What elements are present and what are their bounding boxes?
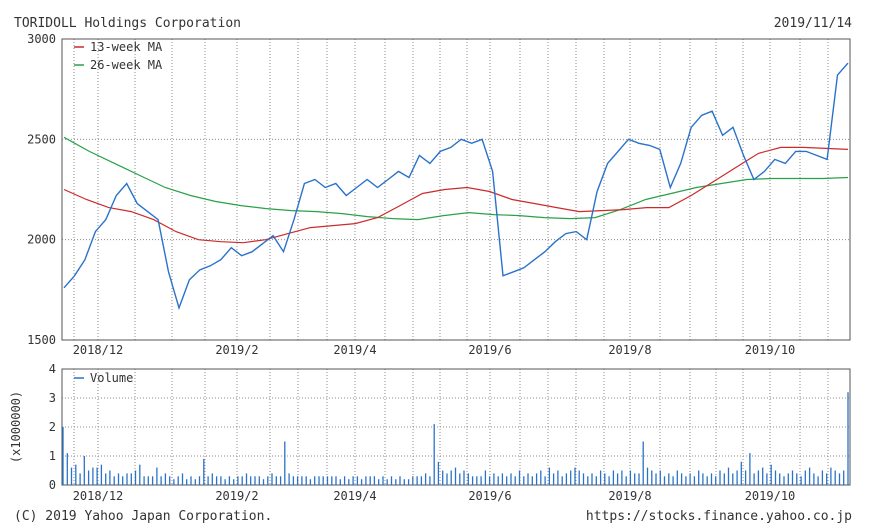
volume-ytick-label: 3 — [49, 391, 56, 405]
volume-xtick-label: 2019/6 — [468, 489, 511, 503]
legend-ma26-label: 26-week MA — [90, 58, 163, 72]
legend-ma13-label: 13-week MA — [90, 40, 163, 54]
volume-xtick-label: 2019/8 — [608, 489, 651, 503]
price-line — [63, 62, 849, 311]
ma26-line — [63, 136, 849, 221]
source-url[interactable]: https://stocks.finance.yahoo.co.jp — [585, 509, 852, 524]
price-xtick-label: 2018/12 — [73, 343, 124, 357]
legend-volume-label: Volume — [90, 371, 133, 385]
chart-date: 2019/11/14 — [773, 16, 852, 31]
price-xtick-label: 2019/6 — [468, 343, 511, 357]
volume-xtick-label: 2019/10 — [745, 489, 796, 503]
price-ytick-label: 1500 — [27, 333, 56, 347]
price-xtick-label: 2019/8 — [608, 343, 651, 357]
volume-ytick-label: 1 — [49, 449, 56, 463]
copyright-text: (C) 2019 Yahoo Japan Corporation. — [14, 509, 273, 524]
company-title: TORIDOLL Holdings Corporation — [14, 16, 241, 31]
volume-xtick-label: 2019/2 — [215, 489, 258, 503]
price-ytick-label: 3000 — [27, 32, 56, 46]
price-frame — [61, 38, 851, 341]
price-xtick-label: 2019/10 — [745, 343, 796, 357]
volume-ytick-label: 0 — [49, 478, 56, 492]
volume-ylabel: (x1000000) — [9, 391, 23, 463]
price-xtick-label: 2019/2 — [215, 343, 258, 357]
volume-ytick-label: 2 — [49, 420, 56, 434]
volume-xtick-label: 2019/4 — [333, 489, 376, 503]
volume-ytick-label: 4 — [49, 362, 56, 376]
price-ytick-label: 2500 — [27, 132, 56, 146]
price-ytick-label: 2000 — [27, 233, 56, 247]
ma13-line — [63, 146, 849, 244]
price-xtick-label: 2019/4 — [333, 343, 376, 357]
volume-xtick-label: 2018/12 — [73, 489, 124, 503]
